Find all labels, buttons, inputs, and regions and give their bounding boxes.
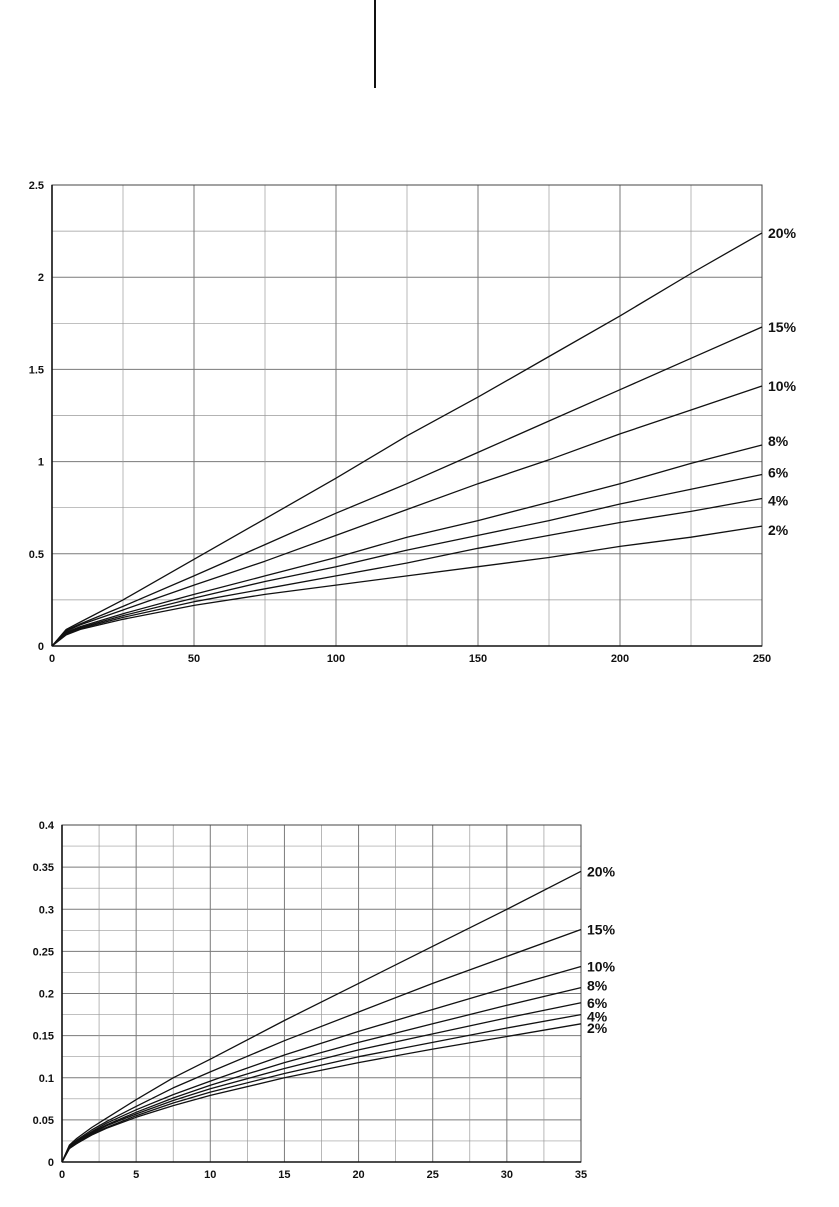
series-line-4pct [51,497,763,647]
y-tick-label: 2 [38,272,44,284]
x-tick-label: 15 [278,1169,290,1181]
chart-top-svg: 0 0.5 1 1.5 2 2.5 0 50 100 150 200 250 20% 15% 10% 8% 6%… [29,180,797,665]
series-label: 15% [587,921,616,937]
x-tick-label: 35 [575,1169,587,1181]
y-tick-label: 0.35 [33,862,54,874]
series-line-8pct [51,444,763,647]
series-label: 2% [587,1020,608,1036]
y-tick-label: 1.5 [29,364,44,376]
x-tick-label: 30 [501,1169,513,1181]
x-tick-label: 20 [352,1169,364,1181]
series-line-2pct [61,1023,582,1163]
x-tick-label: 0 [49,653,55,665]
y-tick-label: 0.2 [39,989,54,1001]
y-tick-label: 1 [38,457,44,469]
x-tick-label: 5 [133,1169,139,1181]
series-label: 10% [768,378,797,394]
x-tick-label: 50 [188,653,200,665]
x-tick-label: 100 [327,653,345,665]
y-tick-label: 2.5 [29,180,44,192]
y-tick-label: 0.15 [33,1031,54,1043]
series-label: 15% [768,319,797,335]
y-tick-label: 0 [48,1157,54,1169]
series-line-6pct [51,473,763,647]
x-tick-label: 25 [427,1169,439,1181]
series-label: 4% [587,1009,608,1025]
series-line-15pct [51,326,763,647]
series-label: 2% [768,522,789,538]
x-tick-label: 200 [611,653,629,665]
series-label: 8% [587,978,608,994]
x-tick-label: 0 [59,1169,65,1181]
series-line-20pct [51,232,763,647]
series-label: 20% [768,225,797,241]
series-line-10pct [61,965,582,1163]
series-label: 6% [768,465,789,481]
series-line-10pct [51,385,763,647]
chart-bottom: 0 0.05 0.1 0.15 0.2 0.25 0.3 0.35 0.4 0 5 10 15 20 25 3… [0,812,839,1197]
series-line-15pct [61,928,582,1163]
series-line-6pct [61,1002,582,1163]
x-tick-label: 150 [469,653,487,665]
series-line-20pct [61,870,582,1163]
y-tick-label: 0.5 [29,549,44,561]
y-tick-label: 0.05 [33,1115,54,1127]
vertical-rule [374,0,376,88]
y-tick-label: 0.3 [39,904,54,916]
y-tick-label: 0.25 [33,946,54,958]
y-tick-label: 0 [38,641,44,653]
x-tick-label: 250 [753,653,771,665]
series-line-8pct [61,986,582,1163]
series-label: 6% [587,995,608,1011]
x-tick-label: 10 [204,1169,216,1181]
series-label: 20% [587,863,616,879]
chart-bottom-svg: 0 0.05 0.1 0.15 0.2 0.25 0.3 0.35 0.4 0 5 10 15 20 25 3… [33,820,616,1181]
series-label: 8% [768,433,789,449]
chart-top: 0 0.5 1 1.5 2 2.5 0 50 100 150 200 250 20% 15% 10% 8% 6%… [0,170,839,680]
series-line-2pct [51,525,763,647]
y-tick-label: 0.4 [39,820,55,832]
series-label: 10% [587,959,616,975]
series-label: 4% [768,492,789,508]
y-tick-label: 0.1 [39,1073,54,1085]
